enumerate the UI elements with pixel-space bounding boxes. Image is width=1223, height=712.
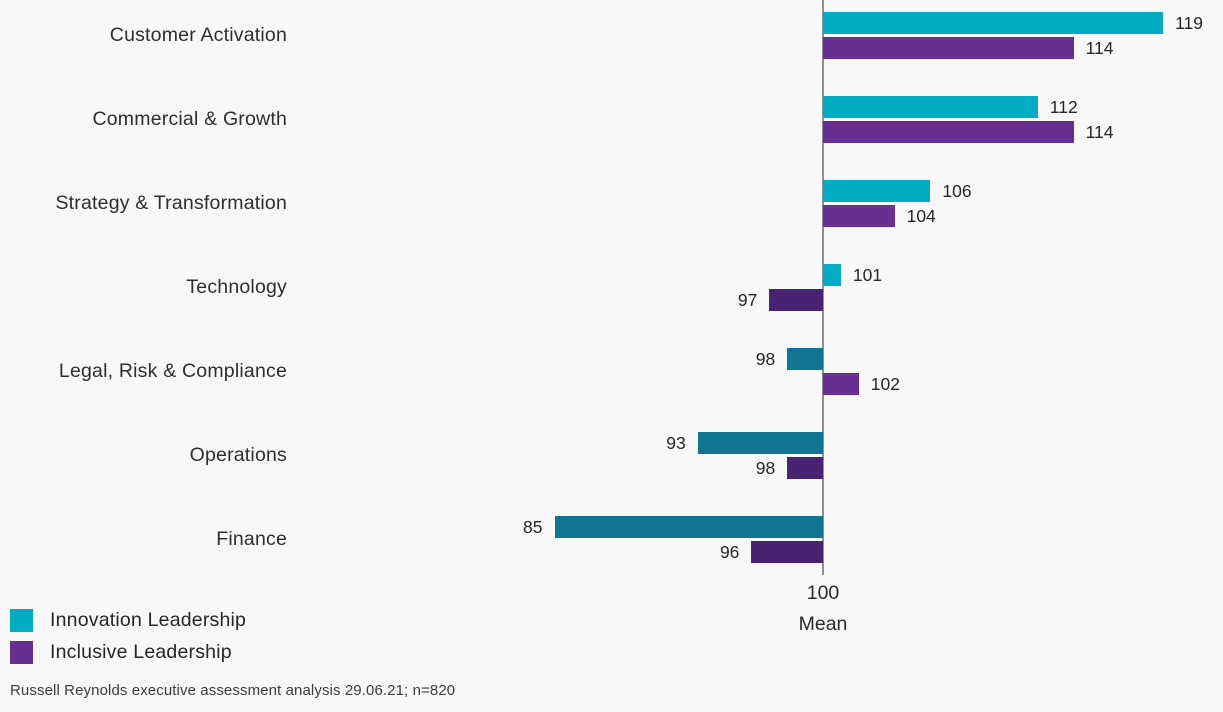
- value-label: 98: [755, 458, 776, 478]
- bar-innovation-leadership: [697, 432, 823, 454]
- value-label: 106: [942, 181, 972, 201]
- bar-innovation-leadership: [823, 12, 1164, 34]
- category-label: Customer Activation: [109, 24, 287, 46]
- value-label: 114: [1085, 38, 1114, 58]
- bar-inclusive-leadership: [787, 457, 823, 479]
- value-label: 101: [852, 265, 883, 285]
- value-label: 119: [1175, 13, 1203, 33]
- category-label: Commercial & Growth: [92, 108, 287, 130]
- value-label: 114: [1085, 122, 1114, 142]
- legend-label: Innovation Leadership: [50, 608, 247, 631]
- bar-innovation-leadership: [823, 96, 1038, 118]
- category-label: Technology: [186, 276, 287, 298]
- innovation-leadership-swatch: [10, 608, 33, 632]
- bar-inclusive-leadership: [823, 205, 895, 227]
- value-label: 93: [666, 433, 686, 453]
- value-label: 97: [737, 290, 758, 310]
- bar-inclusive-leadership: [823, 37, 1074, 59]
- bar-innovation-leadership: [787, 348, 823, 370]
- bar-inclusive-leadership: [823, 373, 859, 395]
- bar-innovation-leadership: [554, 516, 823, 538]
- value-label: 98: [755, 349, 776, 369]
- category-label: Legal, Risk & Compliance: [58, 360, 287, 382]
- bar-innovation-leadership: [823, 180, 931, 202]
- category-label: Strategy & Transformation: [55, 192, 287, 214]
- legend: Innovation Leadership Inclusive Leadersh…: [10, 608, 246, 672]
- value-label: 102: [870, 374, 900, 394]
- value-label: 85: [523, 517, 543, 537]
- bar-inclusive-leadership: [769, 289, 823, 311]
- mean-tick-label: 100: [806, 582, 840, 604]
- bar-inclusive-leadership: [823, 121, 1074, 143]
- bar-innovation-leadership: [823, 264, 841, 286]
- bar-inclusive-leadership: [751, 541, 823, 563]
- mean-axis-line: [822, 0, 824, 575]
- source-note: Russell Reynolds executive assessment an…: [10, 682, 456, 699]
- legend-label: Inclusive Leadership: [50, 640, 232, 663]
- value-label: 104: [906, 206, 936, 226]
- legend-item-inclusive-leadership: Inclusive Leadership: [10, 640, 246, 664]
- category-label: Finance: [216, 528, 287, 550]
- inclusive-leadership-swatch: [10, 640, 33, 664]
- legend-item-innovation-leadership: Innovation Leadership: [10, 608, 246, 632]
- value-label: 112: [1049, 97, 1078, 117]
- category-label: Operations: [189, 444, 287, 466]
- x-axis-title: Mean: [798, 613, 848, 635]
- value-label: 96: [719, 542, 740, 562]
